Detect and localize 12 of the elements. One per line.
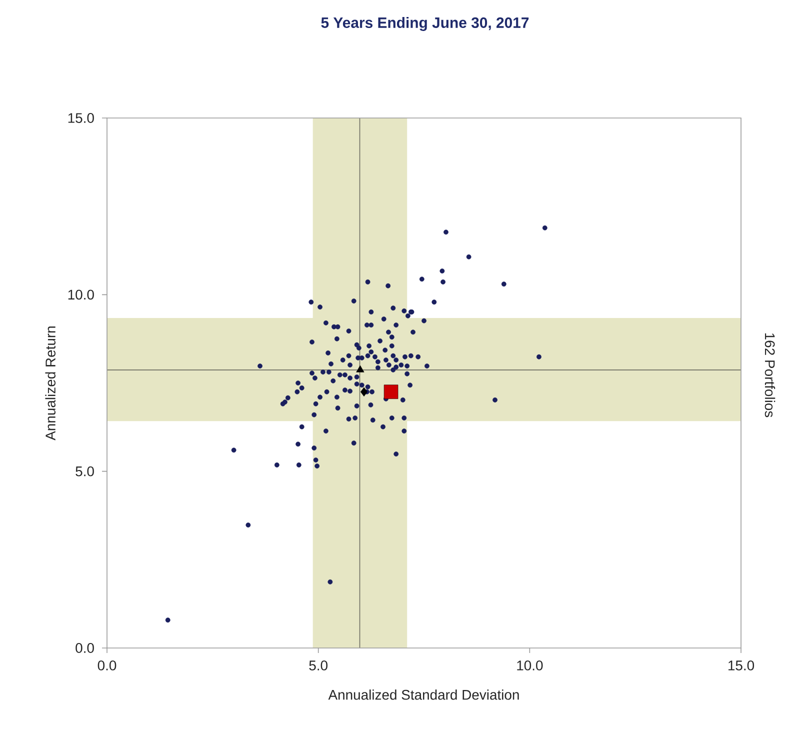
y-tick-label: 5.0 <box>76 466 94 476</box>
y-tick-label: 0.0 <box>76 643 94 653</box>
chart-title: 5 Years Ending June 30, 2017 <box>321 16 529 31</box>
text: 162 Portfolios <box>764 333 776 418</box>
y-axis-title: Annualized Return <box>45 326 56 440</box>
x-tick-label: 15.0 <box>728 660 754 670</box>
y-tick-label: 10.0 <box>68 290 94 300</box>
x-tick-label: 0.0 <box>98 660 116 670</box>
x-tick-label: 10.0 <box>517 660 543 670</box>
y-tick-label: 15.0 <box>68 113 94 123</box>
x-tick-label: 5.0 <box>309 660 328 670</box>
x-axis-title: Annualized Standard Deviation <box>328 690 519 700</box>
